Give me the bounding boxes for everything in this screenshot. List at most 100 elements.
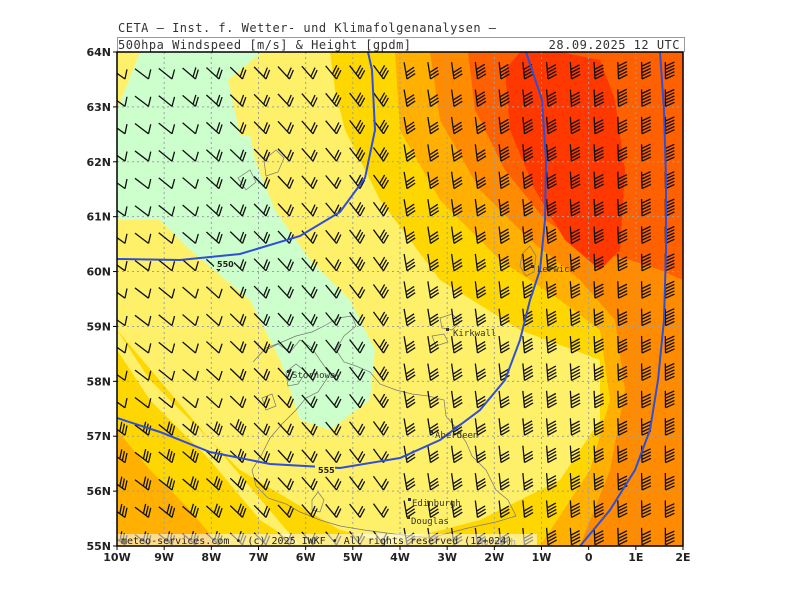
wind-barb	[403, 473, 416, 491]
wind-barb	[617, 527, 628, 546]
wind-barb	[277, 449, 294, 464]
wind-barb	[277, 340, 294, 354]
wind-barb	[569, 418, 581, 436]
wind-barb	[593, 253, 605, 272]
wind-barb	[427, 253, 440, 272]
wind-barb	[569, 89, 581, 107]
wind-barb	[117, 68, 128, 80]
wind-barb	[325, 449, 342, 464]
wind-barb	[372, 119, 389, 135]
wind-barb	[427, 418, 440, 436]
wind-barb	[664, 61, 675, 80]
contour-label-550: 550	[217, 260, 234, 269]
wind-barb	[545, 336, 557, 354]
wind-barb	[498, 473, 510, 491]
wind-barb	[545, 445, 557, 464]
wind-barb	[545, 418, 557, 436]
wind-barb	[450, 445, 463, 464]
wind-barb	[664, 362, 675, 381]
wind-barb	[349, 448, 366, 463]
wind-barb	[253, 313, 271, 327]
wind-barb	[664, 472, 675, 491]
lon-label: 3W	[437, 551, 457, 564]
city-lerwick: Lerwick	[537, 265, 576, 275]
wind-barb	[640, 308, 652, 327]
wind-barb	[403, 363, 416, 381]
wind-barb	[545, 527, 557, 546]
wind-barb	[325, 366, 342, 381]
wind-barb	[522, 144, 534, 162]
wind-barb	[569, 335, 581, 354]
wind-barb	[498, 144, 510, 162]
lat-label: 61N	[86, 211, 111, 224]
wind-barb	[617, 500, 628, 518]
wind-barb	[182, 177, 199, 190]
wind-barb	[349, 366, 366, 381]
wind-barb	[569, 281, 581, 299]
wind-barb	[253, 477, 271, 491]
wind-barb	[277, 257, 294, 272]
wind-barb	[325, 394, 342, 409]
wind-barb	[205, 421, 223, 436]
wind-barb	[593, 472, 605, 491]
wind-barb	[277, 394, 294, 409]
wind-barb	[325, 257, 342, 272]
wind-barb	[450, 281, 463, 299]
wind-barb	[522, 199, 534, 217]
wind-barb	[349, 119, 366, 135]
wind-barb	[182, 341, 199, 354]
wind-barb	[158, 259, 176, 272]
wind-barb	[427, 116, 440, 135]
wind-barb	[158, 95, 176, 107]
wind-barb	[372, 64, 389, 80]
wind-barb	[617, 116, 628, 135]
wind-barb	[498, 445, 510, 464]
wind-barb	[427, 144, 440, 162]
wind-barb	[593, 308, 605, 327]
wind-barb	[183, 554, 202, 572]
wind-barb	[569, 308, 581, 327]
wind-barb	[117, 369, 128, 381]
wind-barb	[158, 314, 176, 327]
wind-barb	[158, 369, 176, 381]
wind-barb	[593, 418, 605, 436]
wind-barb	[474, 62, 487, 80]
lon-label: 0	[585, 551, 593, 564]
wind-barb	[182, 396, 199, 409]
wind-barb	[640, 61, 652, 80]
wind-barb	[134, 503, 152, 518]
wind-barb	[545, 281, 557, 299]
wind-barb	[569, 198, 581, 217]
wind-barb	[134, 421, 152, 436]
wind-barb	[301, 284, 318, 299]
wind-barb	[134, 260, 152, 272]
wind-barb	[474, 445, 487, 464]
lon-label: 1E	[628, 551, 643, 564]
wind-barb	[205, 368, 223, 381]
lon-label: 7W	[249, 551, 269, 564]
contour-labels: 550 555	[214, 258, 335, 475]
wind-barb	[545, 363, 557, 381]
wind-barb	[205, 204, 223, 217]
wind-barb	[593, 500, 605, 518]
wind-barb	[372, 256, 389, 272]
institute-title: CETA – Inst. f. Wetter- und Klimafolgena…	[118, 21, 497, 35]
wind-barb	[640, 390, 652, 409]
wind-barb	[182, 503, 199, 518]
wind-barb	[349, 256, 366, 272]
city-kirkwall: Kirkwall	[453, 329, 496, 339]
wind-barb	[640, 170, 652, 190]
wind-barb	[617, 335, 628, 354]
wind-barb	[450, 226, 463, 244]
wind-barb	[474, 199, 487, 217]
wind-barb	[569, 226, 581, 244]
lon-label: 4W	[390, 551, 410, 564]
wind-barb	[117, 449, 128, 464]
wind-barb	[253, 504, 271, 518]
wind-barb	[372, 475, 389, 491]
wind-barb	[498, 281, 510, 299]
wind-barb	[427, 500, 440, 518]
wind-barb	[640, 88, 652, 107]
wind-barb	[301, 449, 318, 464]
